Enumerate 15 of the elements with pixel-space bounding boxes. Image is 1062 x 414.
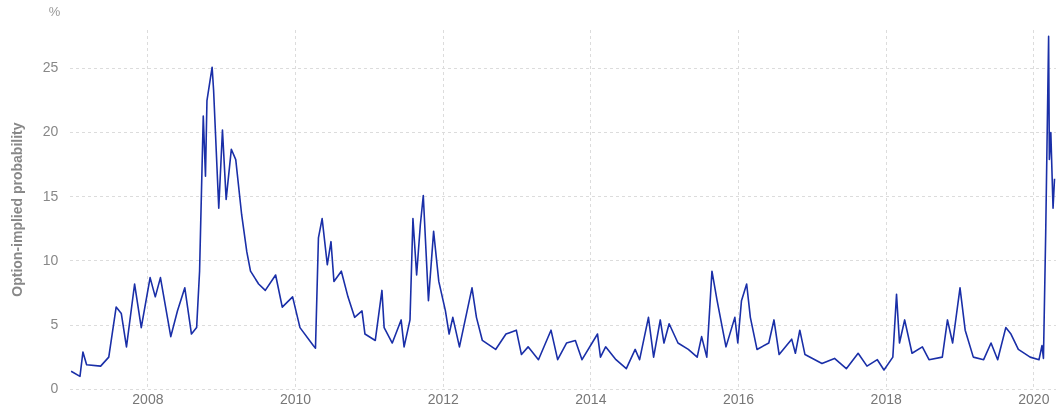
x-tick-label: 2014 <box>575 391 607 408</box>
x-tick-label: 2012 <box>427 391 459 408</box>
y-axis-title: Option-implied probability <box>9 122 26 297</box>
x-tick-label: 2020 <box>1018 391 1050 408</box>
text: % <box>48 3 61 19</box>
y-tick-label: 0 <box>50 380 59 397</box>
y-tick-label: 20 <box>42 123 59 140</box>
y-tick-label: 10 <box>42 251 59 268</box>
y-tick-label: 5 <box>50 315 59 332</box>
x-tick-label: 2010 <box>279 391 312 408</box>
y-tick-label: 25 <box>42 59 59 76</box>
y-tick-label: 15 <box>42 187 59 204</box>
x-tick-label: 2016 <box>722 391 755 408</box>
x-tick-label: 2018 <box>870 391 902 408</box>
x-tick-label: 2008 <box>132 391 164 408</box>
